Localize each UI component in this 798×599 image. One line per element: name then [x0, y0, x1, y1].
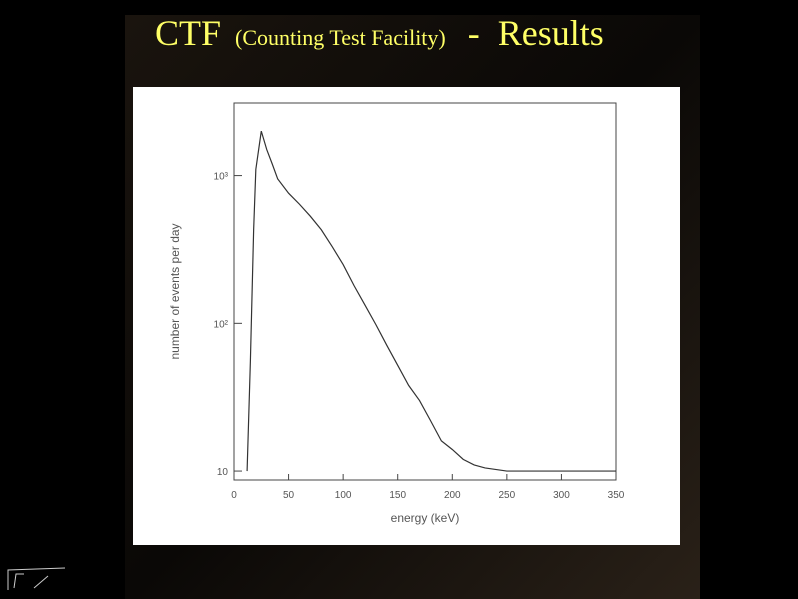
x-tick-label: 300: [553, 490, 570, 501]
spectrum-line: [246, 130, 616, 472]
x-tick-label: 200: [444, 490, 461, 501]
plot: 0 50 100 150 200 250 300 350 10 10² 10³ energy (keV…: [168, 102, 625, 525]
y-tick-label: 10²: [214, 319, 229, 330]
x-tick-label: 250: [499, 490, 516, 501]
slide-title: CTF (Counting Test Facility) - Results: [155, 13, 604, 53]
y-tick-label: 10³: [214, 172, 229, 183]
nav-icon: [7, 567, 66, 590]
y-tick-label: 10: [217, 467, 229, 478]
x-tick-label: 0: [231, 490, 237, 501]
plot-frame: [233, 102, 617, 481]
y-axis-label: number of events per day: [168, 223, 182, 359]
chart-panel: [133, 87, 680, 545]
x-tick-label: 100: [335, 490, 352, 501]
x-tick-label: 50: [283, 490, 295, 501]
x-tick-label: 150: [389, 490, 406, 501]
x-axis-label: energy (keV): [391, 511, 460, 525]
x-tick-label: 350: [608, 490, 625, 501]
